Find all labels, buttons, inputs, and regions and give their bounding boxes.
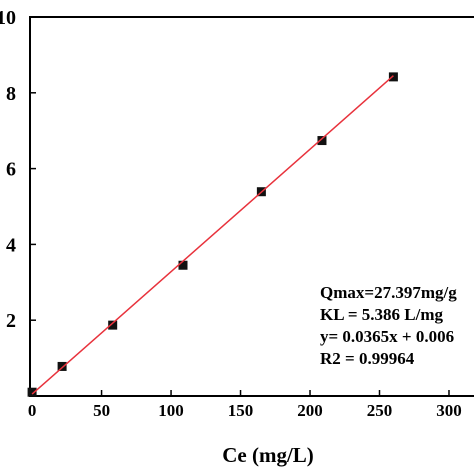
annotation: y= 0.0365x + 0.006 bbox=[320, 327, 454, 346]
data-point bbox=[57, 361, 67, 371]
x-tick-label: 0 bbox=[28, 401, 37, 420]
annotation: KL = 5.386 L/mg bbox=[320, 305, 444, 324]
x-tick-label: 250 bbox=[367, 401, 393, 420]
x-tick-label: 50 bbox=[93, 401, 110, 420]
x-axis-label: Ce (mg/L) bbox=[222, 443, 314, 467]
y-tick-label: 10 bbox=[0, 7, 16, 29]
fit-line bbox=[31, 75, 394, 395]
x-tick-label: 100 bbox=[158, 401, 184, 420]
y-tick-label: 4 bbox=[6, 234, 16, 256]
data-point bbox=[317, 136, 327, 146]
x-tick-label: 300 bbox=[436, 401, 462, 420]
y-tick-label: 6 bbox=[6, 159, 16, 181]
y-tick-label: 2 bbox=[6, 310, 16, 332]
x-tick-label: 200 bbox=[297, 401, 323, 420]
annotation: R2 = 0.99964 bbox=[320, 349, 415, 368]
data-point bbox=[27, 387, 37, 397]
annotation: Qmax=27.397mg/g bbox=[320, 283, 457, 302]
y-tick-label: 8 bbox=[6, 83, 16, 105]
data-point bbox=[388, 72, 398, 82]
data-point bbox=[108, 320, 118, 330]
x-tick-label: 150 bbox=[228, 401, 254, 420]
plot-frame bbox=[29, 16, 474, 397]
data-point bbox=[178, 260, 188, 270]
